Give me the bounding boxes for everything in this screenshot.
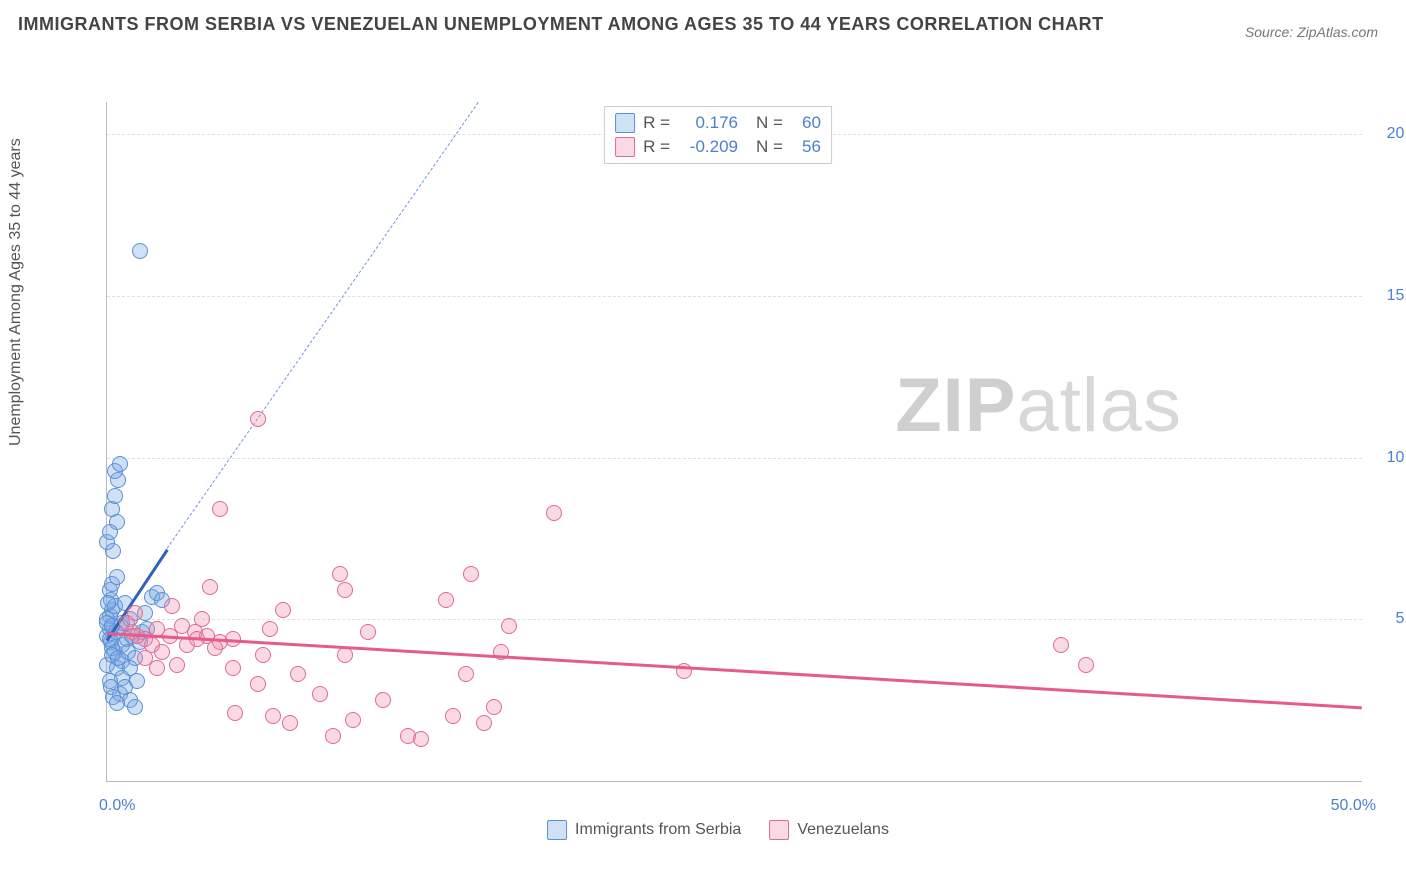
y-axis-label: Unemployment Among Ages 35 to 44 years (7, 138, 25, 446)
data-point (438, 592, 454, 608)
data-point (194, 611, 210, 627)
y-tick-label: 15.0% (1370, 287, 1406, 305)
bottom-legend: Immigrants from Serbia Venezuelans (547, 820, 889, 840)
data-point (458, 666, 474, 682)
data-point (149, 660, 165, 676)
grid-line (107, 458, 1362, 459)
r-label: R = (643, 111, 670, 135)
grid-line (107, 619, 1362, 620)
data-point (207, 640, 223, 656)
data-point (413, 731, 429, 747)
data-point (129, 673, 145, 689)
data-point (127, 605, 143, 621)
data-point (337, 582, 353, 598)
data-point (486, 699, 502, 715)
watermark: ZIPatlas (895, 362, 1182, 449)
r-value: -0.209 (678, 135, 738, 159)
legend-label: Venezuelans (797, 821, 889, 839)
data-point (1078, 657, 1094, 673)
stat-row: R = 0.176 N = 60 (615, 111, 821, 135)
data-point (282, 715, 298, 731)
y-tick-label: 5.0% (1370, 610, 1406, 628)
data-point (445, 708, 461, 724)
data-point (1053, 637, 1069, 653)
n-value: 56 (791, 135, 821, 159)
r-value: 0.176 (678, 111, 738, 135)
data-point (332, 566, 348, 582)
chart-title: IMMIGRANTS FROM SERBIA VS VENEZUELAN UNE… (18, 14, 1104, 35)
data-point (109, 569, 125, 585)
data-point (225, 660, 241, 676)
r-label: R = (643, 135, 670, 159)
data-point (250, 411, 266, 427)
n-label: N = (756, 135, 783, 159)
data-point (250, 676, 266, 692)
legend-label: Immigrants from Serbia (575, 821, 741, 839)
data-point (202, 579, 218, 595)
n-value: 60 (791, 111, 821, 135)
x-tick-label: 50.0% (1331, 797, 1376, 815)
chart-area: ZIPatlas 5.0%10.0%15.0%20.0%0.0%50.0% R … (50, 50, 1386, 842)
legend-swatch (769, 820, 789, 840)
trend-line (167, 102, 479, 549)
data-point (112, 456, 128, 472)
stat-row: R = -0.209 N = 56 (615, 135, 821, 159)
legend-item: Immigrants from Serbia (547, 820, 741, 840)
data-point (360, 624, 376, 640)
n-label: N = (756, 111, 783, 135)
x-tick-label: 0.0% (99, 797, 135, 815)
watermark-atlas: atlas (1016, 363, 1182, 448)
data-point (132, 243, 148, 259)
data-point (375, 692, 391, 708)
correlation-stats-box: R = 0.176 N = 60 R = -0.209 N = 56 (604, 106, 832, 164)
plot-region: ZIPatlas 5.0%10.0%15.0%20.0%0.0%50.0% (106, 102, 1362, 782)
data-point (265, 708, 281, 724)
legend-item: Venezuelans (769, 820, 889, 840)
data-point (164, 598, 180, 614)
data-point (154, 644, 170, 660)
data-point (312, 686, 328, 702)
y-tick-label: 20.0% (1370, 125, 1406, 143)
legend-swatch (615, 113, 635, 133)
data-point (463, 566, 479, 582)
data-point (345, 712, 361, 728)
grid-line (107, 296, 1362, 297)
legend-swatch (547, 820, 567, 840)
data-point (262, 621, 278, 637)
data-point (476, 715, 492, 731)
y-tick-label: 10.0% (1370, 449, 1406, 467)
source-attribution: Source: ZipAtlas.com (1245, 24, 1378, 40)
data-point (325, 728, 341, 744)
data-point (290, 666, 306, 682)
watermark-zip: ZIP (895, 363, 1016, 448)
legend-swatch (615, 137, 635, 157)
data-point (227, 705, 243, 721)
data-point (212, 501, 228, 517)
data-point (109, 695, 125, 711)
data-point (546, 505, 562, 521)
data-point (275, 602, 291, 618)
data-point (127, 699, 143, 715)
data-point (501, 618, 517, 634)
data-point (255, 647, 271, 663)
data-point (169, 657, 185, 673)
data-point (100, 595, 116, 611)
data-point (107, 488, 123, 504)
